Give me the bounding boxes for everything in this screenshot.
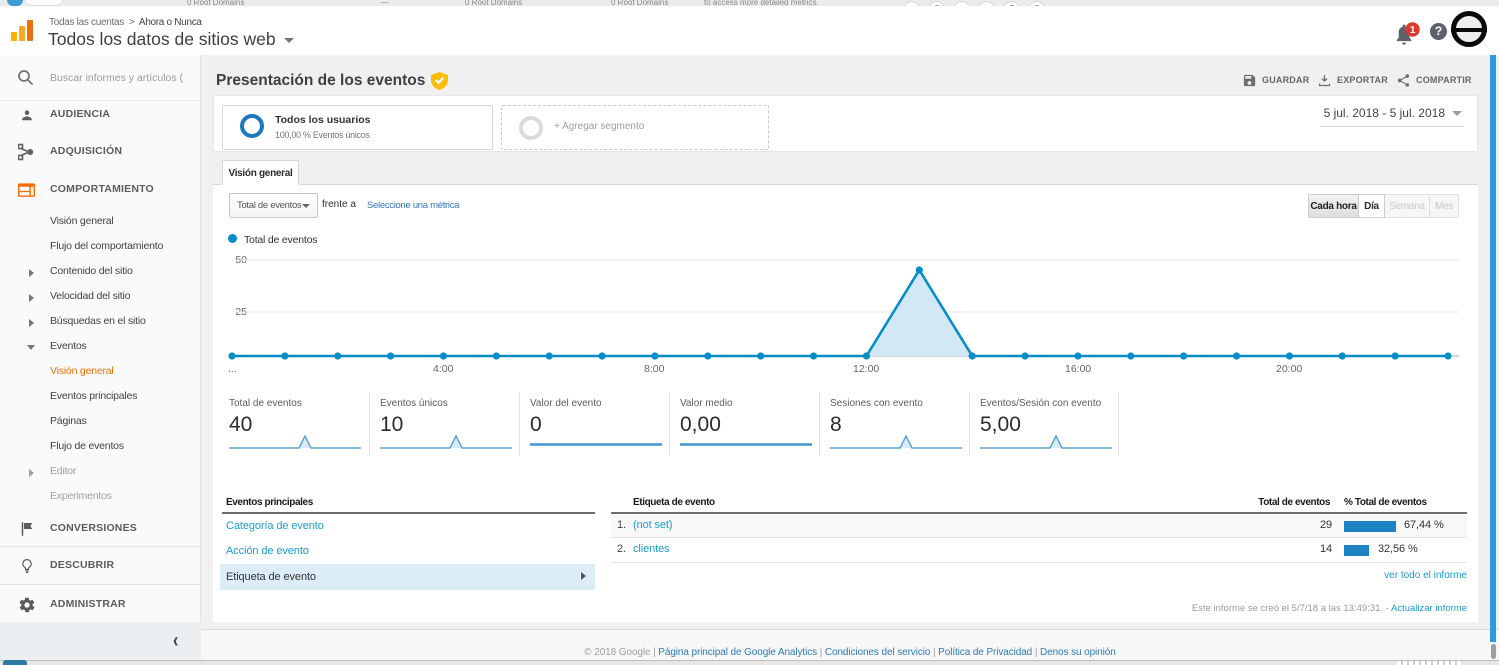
svg-text:1: 1 [1410,25,1416,36]
